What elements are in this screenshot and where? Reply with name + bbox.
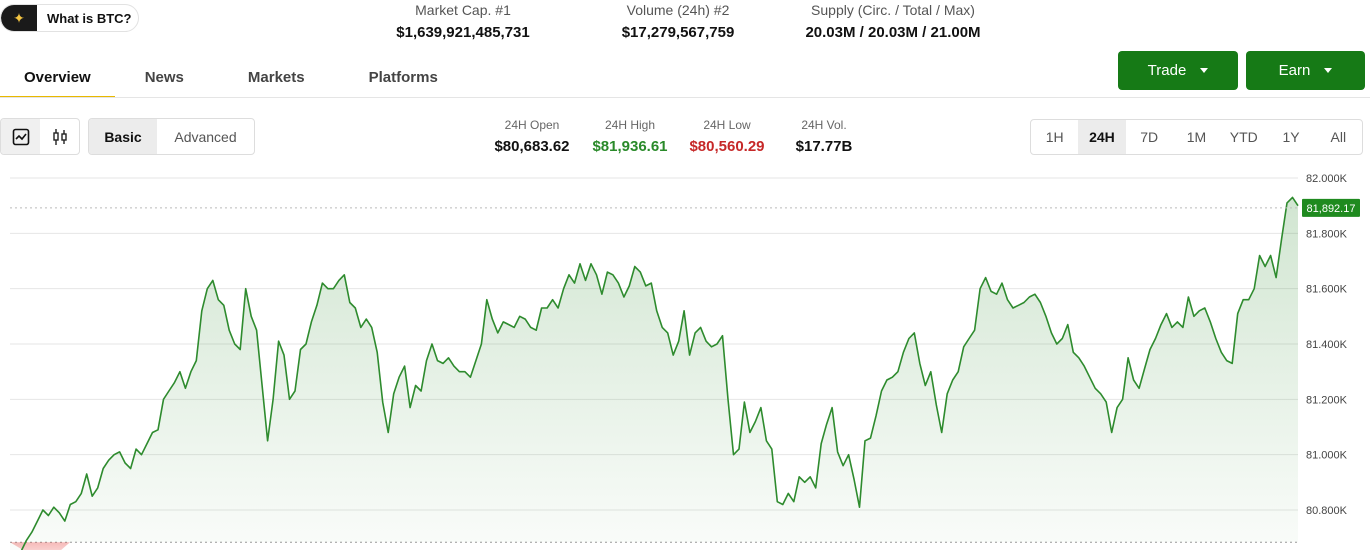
ohlc-label: 24H High	[604, 118, 656, 132]
earn-button[interactable]: Earn	[1246, 51, 1365, 90]
range-7d[interactable]: 7D	[1140, 129, 1159, 145]
stat-label: Volume (24h) #2	[626, 2, 730, 18]
tab-news[interactable]: News	[144, 69, 184, 86]
y-tick-label: 81.200K	[1306, 394, 1348, 406]
stat-market-cap: Market Cap. #1 $1,639,921,485,731	[383, 2, 543, 41]
line-chart-icon	[12, 128, 29, 145]
ohlc-low: 24H Low $80,560.29	[682, 118, 772, 155]
stat-label: Supply (Circ. / Total / Max)	[811, 2, 975, 18]
ohlc-open: 24H Open $80,683.62	[487, 118, 577, 155]
ohlc-value: $80,560.29	[689, 138, 765, 155]
candlestick-icon	[52, 128, 67, 145]
price-chart[interactable]: 82.000K 81.800K 81.600K 81.400K 81.200K 81.00…	[0, 165, 1370, 550]
chevron-down-icon	[1324, 68, 1333, 73]
tab-platforms[interactable]: Platforms	[368, 69, 438, 86]
stat-value: $17,279,567,759	[621, 24, 735, 41]
range-1h[interactable]: 1H	[1045, 129, 1064, 145]
trade-label: Trade	[1147, 62, 1187, 79]
time-range-selector: 1H 24H 7D 1M YTD 1Y All	[1030, 119, 1363, 155]
tab-bar: Overview News Markets Platforms	[0, 60, 462, 98]
last-price-label: 81,892.17	[1307, 203, 1356, 215]
range-24h[interactable]: 24H	[1078, 120, 1126, 154]
chevron-down-icon	[1200, 68, 1209, 73]
ohlc-value: $80,683.62	[494, 138, 570, 155]
ohlc-value: $81,936.61	[592, 138, 668, 155]
range-1y[interactable]: 1Y	[1282, 129, 1300, 145]
ohlc-label: 24H Vol.	[801, 118, 847, 132]
advanced-mode-button[interactable]: Advanced	[174, 128, 237, 145]
stat-supply: Supply (Circ. / Total / Max) 20.03M / 20…	[783, 2, 1003, 41]
chart-mode-toggle: Basic Advanced	[88, 118, 255, 155]
price-line	[20, 196, 1299, 550]
y-tick-label: 81.800K	[1306, 228, 1348, 240]
ohlc-high: 24H High $81,936.61	[585, 118, 675, 155]
sparkle-icon: ✦	[1, 5, 37, 31]
tab-divider	[0, 97, 1370, 98]
stat-value: 20.03M / 20.03M / 21.00M	[805, 24, 981, 41]
y-tick-label: 80.800K	[1306, 505, 1348, 517]
range-all[interactable]: All	[1330, 129, 1347, 145]
basic-mode-button[interactable]: Basic	[89, 119, 157, 154]
stat-volume: Volume (24h) #2 $17,279,567,759	[598, 2, 758, 41]
y-tick-label: 82.000K	[1306, 173, 1348, 185]
line-chart-button[interactable]	[1, 119, 40, 154]
tab-markets[interactable]: Markets	[247, 69, 305, 86]
range-ytd[interactable]: YTD	[1229, 129, 1258, 145]
range-1m[interactable]: 1M	[1186, 129, 1207, 145]
ohlc-value: $17.77B	[795, 138, 853, 155]
ohlc-label: 24H Open	[504, 118, 560, 132]
ask-ai-label: What is BTC?	[47, 10, 132, 26]
price-area-fill	[10, 197, 1298, 550]
last-price-badge	[1302, 198, 1360, 217]
stat-value: $1,639,921,485,731	[396, 24, 530, 41]
tab-overview[interactable]: Overview	[0, 60, 115, 98]
ohlc-volume: 24H Vol. $17.77B	[779, 118, 869, 155]
y-tick-label: 81.400K	[1306, 339, 1348, 351]
stat-label: Market Cap. #1	[415, 2, 511, 18]
chart-type-toggle	[0, 118, 80, 155]
y-tick-label: 81.600K	[1306, 284, 1348, 296]
ohlc-label: 24H Low	[703, 118, 751, 132]
ask-ai-button[interactable]: ✦ What is BTC?	[0, 4, 139, 32]
candlestick-chart-button[interactable]	[40, 119, 79, 154]
y-tick-label: 81.000K	[1306, 450, 1348, 462]
trade-button[interactable]: Trade	[1118, 51, 1238, 90]
earn-label: Earn	[1278, 62, 1311, 79]
